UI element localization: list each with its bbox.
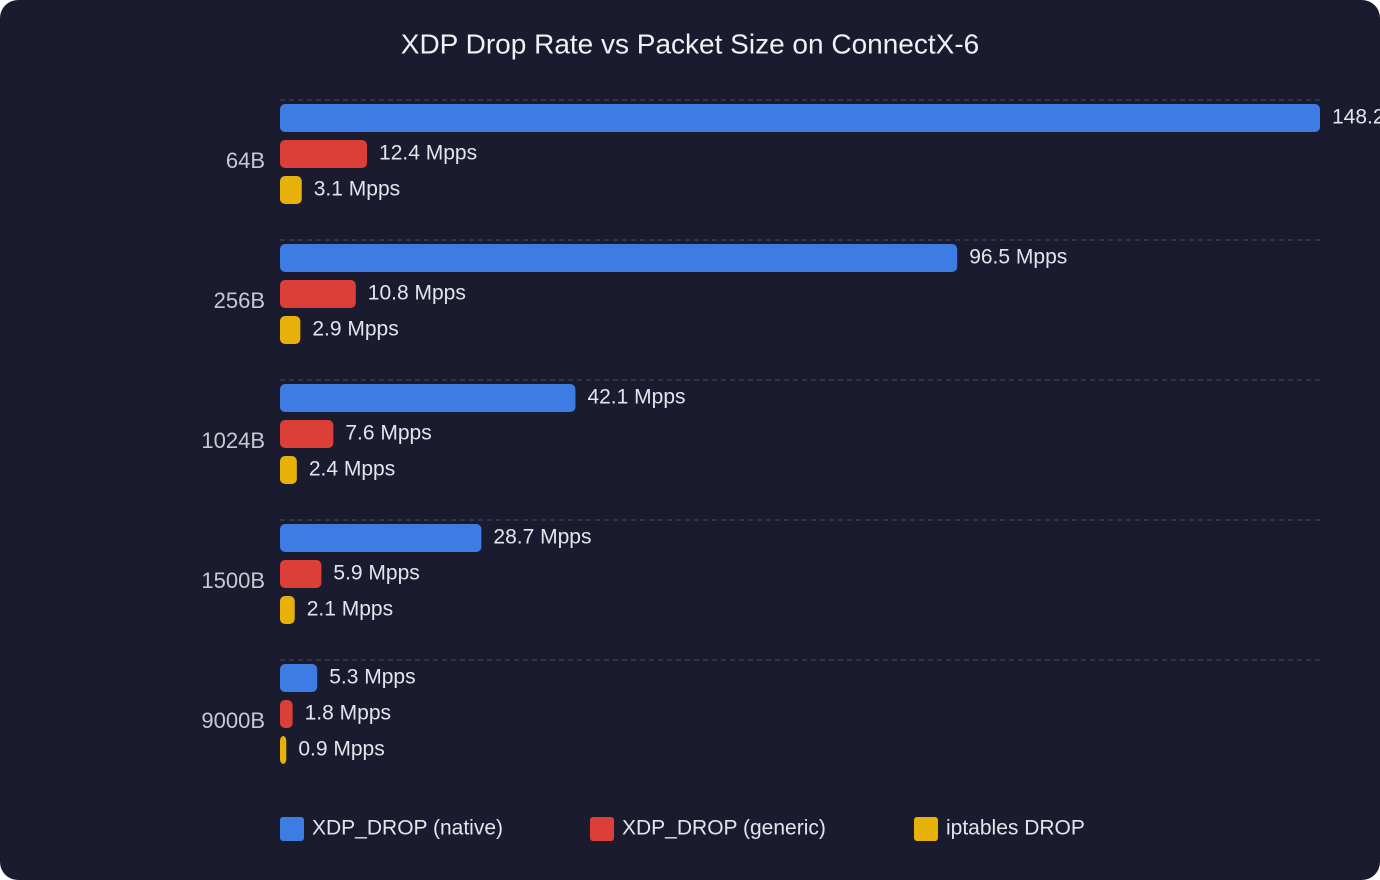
value-label: 42.1 Mpps	[587, 386, 685, 409]
y-tick-label: 1024B	[201, 428, 265, 453]
value-label: 10.8 Mpps	[368, 282, 466, 305]
bar	[280, 140, 368, 168]
value-label: 1.8 Mpps	[305, 702, 391, 725]
value-label: 5.3 Mpps	[329, 666, 415, 689]
value-label: 7.6 Mpps	[345, 422, 431, 445]
bar	[280, 524, 482, 552]
value-label: 96.5 Mpps	[969, 246, 1067, 269]
value-label: 148.2 Mpps	[1332, 106, 1380, 129]
bar	[280, 736, 287, 764]
value-label: 0.9 Mpps	[298, 738, 384, 761]
y-tick-label: 1500B	[201, 568, 265, 593]
value-label: 2.9 Mpps	[312, 318, 398, 341]
bar	[280, 700, 293, 728]
bar	[280, 280, 356, 308]
bar	[280, 560, 322, 588]
value-label: 12.4 Mpps	[379, 142, 477, 165]
bar	[280, 596, 295, 624]
value-label: 5.9 Mpps	[333, 562, 419, 585]
bar	[280, 244, 958, 272]
value-label: 2.4 Mpps	[309, 458, 395, 481]
bar	[280, 456, 297, 484]
legend-label: XDP_DROP (generic)	[622, 817, 826, 840]
legend-swatch	[914, 817, 938, 841]
value-label: 3.1 Mpps	[314, 178, 400, 201]
bar	[280, 316, 301, 344]
bar	[280, 384, 576, 412]
legend-swatch	[280, 817, 304, 841]
bar	[280, 104, 1320, 132]
legend-swatch	[590, 817, 614, 841]
y-tick-label: 256B	[214, 288, 265, 313]
y-tick-label: 64B	[226, 148, 265, 173]
y-tick-label: 9000B	[201, 708, 265, 733]
bar	[280, 664, 318, 692]
value-label: 28.7 Mpps	[493, 526, 591, 549]
value-label: 2.1 Mpps	[307, 598, 393, 621]
bar	[280, 420, 334, 448]
bar	[280, 176, 302, 204]
chart-title: XDP Drop Rate vs Packet Size on ConnectX…	[401, 28, 979, 59]
legend-label: iptables DROP	[946, 817, 1085, 840]
legend-label: XDP_DROP (native)	[312, 817, 503, 840]
